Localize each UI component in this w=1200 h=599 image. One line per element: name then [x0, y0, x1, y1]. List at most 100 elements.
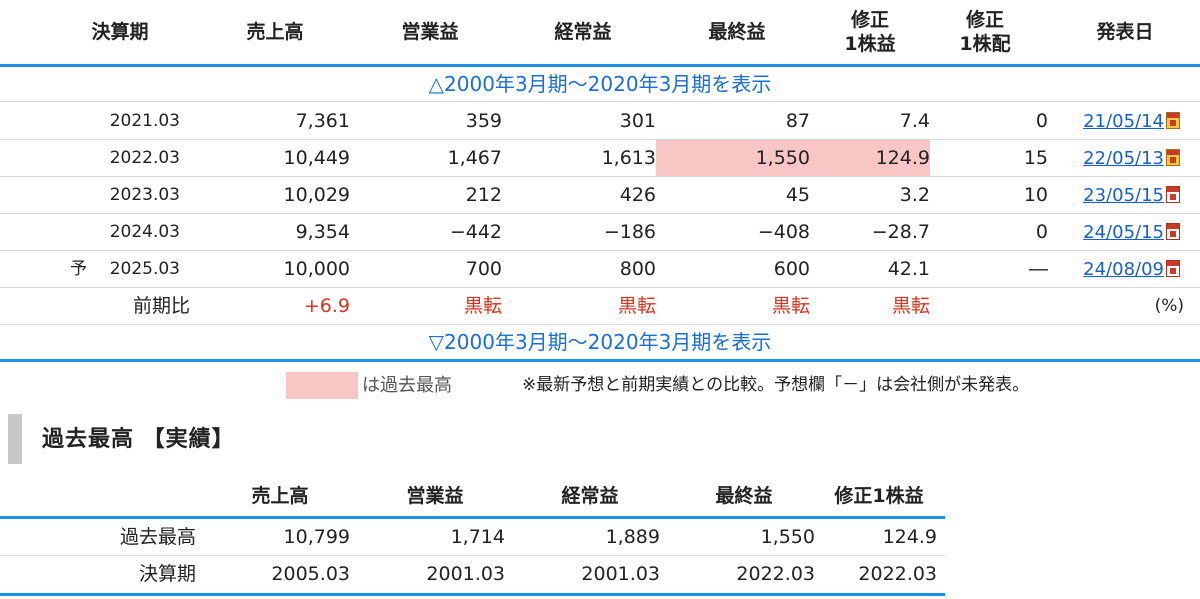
- operating-cell: 212: [465, 184, 502, 206]
- record-row-label: 決算期: [138, 563, 196, 585]
- sales-cell: 7,361: [295, 110, 350, 132]
- record-period-row: 決算期 2005.03 2001.03 2001.03 2022.03 2022…: [0, 556, 945, 592]
- percent-unit: (%): [1154, 296, 1184, 316]
- tdnet-yellow-doc-icon[interactable]: [1166, 112, 1180, 129]
- comparison-label: 前期比: [132, 295, 190, 317]
- date-cell: 24/05/15: [1066, 214, 1164, 250]
- record-row: 過去最高 10,799 1,714 1,889 1,550 124.9: [0, 519, 945, 556]
- record-header-net: 最終益: [715, 485, 773, 507]
- header-ordinary: 経常益: [554, 21, 612, 43]
- header-operating: 営業益: [401, 21, 459, 43]
- record-header-sales: 売上高: [251, 485, 309, 507]
- record-operating: 1,714: [450, 526, 505, 548]
- date-cell: 21/05/14: [1066, 103, 1164, 139]
- table-bottom-divider: [0, 359, 1200, 362]
- period-cell: 2024.03: [109, 222, 180, 242]
- header-divider: [0, 64, 1200, 67]
- header-date: 発表日: [1096, 21, 1154, 43]
- announcement-date-link[interactable]: 21/05/14: [1083, 111, 1164, 132]
- eps-cell: −28.7: [871, 221, 930, 243]
- pdf-doc-icon[interactable]: [1166, 260, 1180, 277]
- pdf-doc-icon[interactable]: [1166, 223, 1180, 240]
- period-cell: 2021.03: [109, 111, 180, 131]
- net-cell: −408: [757, 221, 810, 243]
- period-cell: 2023.03: [109, 185, 180, 205]
- ordinary-cell: 1,613: [601, 147, 656, 169]
- comparison-row: 前期比 +6.9 黒転 黒転 黒転 黒転 (%): [0, 288, 1200, 325]
- section-marker: [8, 414, 22, 464]
- table-row: 2023.03 10,029 212 426 45 3.2 10 23/05/1…: [0, 177, 1200, 214]
- show-older-periods-link-bottom[interactable]: ▽2000年3月期～2020年3月期を表示: [428, 330, 772, 354]
- date-cell: 23/05/15: [1066, 177, 1164, 213]
- date-cell: 24/08/09: [1066, 251, 1164, 287]
- operating-change: 黒転: [463, 295, 502, 317]
- net-cell: 87: [785, 110, 810, 132]
- ordinary-cell: −186: [603, 221, 656, 243]
- sales-cell: 10,000: [283, 258, 350, 280]
- pdf-doc-icon[interactable]: [1166, 186, 1180, 203]
- record-net-period: 2022.03: [736, 563, 815, 585]
- table-row: 2022.03 10,449 1,467 1,613 1,550 124.9 1…: [0, 140, 1200, 177]
- header-period: 決算期: [91, 21, 149, 43]
- date-cell: 22/05/13: [1066, 140, 1164, 176]
- header-net: 最終益: [708, 21, 766, 43]
- net-change: 黒転: [771, 295, 810, 317]
- period-cell: 2022.03: [109, 148, 180, 168]
- dividend-cell: 10: [1023, 184, 1048, 206]
- record-ordinary-period: 2001.03: [581, 563, 660, 585]
- period-cell: 2025.03: [109, 259, 180, 279]
- show-older-periods-link[interactable]: △2000年3月期～2020年3月期を表示: [0, 67, 1200, 102]
- eps-cell: 42.1: [887, 258, 930, 280]
- table-row-forecast: 予 2025.03 10,000 700 800 600 42.1 ― 24/0…: [0, 251, 1200, 288]
- eps-cell: 3.2: [899, 184, 930, 206]
- dividend-cell: 0: [1035, 110, 1048, 132]
- operating-cell: 1,467: [447, 147, 502, 169]
- operating-cell: 700: [465, 258, 502, 280]
- sales-change: +6.9: [303, 295, 350, 317]
- record-header-operating: 営業益: [406, 485, 464, 507]
- record-row-label: 過去最高: [119, 526, 196, 548]
- dividend-cell: 15: [1023, 147, 1048, 169]
- record-table-bottom-divider: [0, 593, 945, 596]
- forecast-prefix: 予: [70, 259, 87, 279]
- ordinary-cell: 426: [619, 184, 656, 206]
- tdnet-yellow-doc-icon[interactable]: [1166, 149, 1180, 166]
- sales-cell: 9,354: [295, 221, 350, 243]
- earnings-table-header: 決算期 売上高 営業益 経常益 最終益 修正 1株益 修正 1株配 発表日: [0, 0, 1200, 64]
- record-header-eps: 修正1株益: [834, 485, 924, 507]
- ordinary-change: 黒転: [617, 295, 656, 317]
- record-high-swatch: [286, 372, 358, 399]
- announcement-date-link[interactable]: 23/05/15: [1083, 185, 1164, 206]
- dividend-cell: ―: [1029, 258, 1048, 280]
- record-eps-period: 2022.03: [858, 563, 937, 585]
- ordinary-cell: 800: [619, 258, 656, 280]
- announcement-date-link[interactable]: 22/05/13: [1083, 148, 1164, 169]
- table-row: 2024.03 9,354 −442 −186 −408 −28.7 0 24/…: [0, 214, 1200, 251]
- header-eps: 修正 1株益: [844, 9, 896, 55]
- record-eps: 124.9: [882, 526, 937, 548]
- record-high-legend-label: は過去最高: [362, 375, 452, 396]
- record-header-divider: [0, 516, 945, 519]
- announcement-date-link[interactable]: 24/05/15: [1083, 222, 1164, 243]
- eps-change: 黒転: [891, 295, 930, 317]
- header-sales: 売上高: [246, 21, 304, 43]
- record-operating-period: 2001.03: [426, 563, 505, 585]
- record-ordinary: 1,889: [605, 526, 660, 548]
- dividend-cell: 0: [1035, 221, 1048, 243]
- legend-note: ※最新予想と前期実績との比較。予想欄「－」は会社側が未発表。: [522, 375, 1030, 395]
- eps-cell-record-high: 124.9: [810, 140, 930, 176]
- announcement-date-link[interactable]: 24/08/09: [1083, 259, 1164, 280]
- table-row: 2021.03 7,361 359 301 87 7.4 0 21/05/14: [0, 103, 1200, 140]
- net-cell: 600: [773, 258, 810, 280]
- sales-cell: 10,449: [283, 147, 350, 169]
- ordinary-cell: 301: [619, 110, 656, 132]
- net-cell: 45: [785, 184, 810, 206]
- record-header-ordinary: 経常益: [561, 485, 619, 507]
- record-net: 1,550: [760, 526, 815, 548]
- operating-cell: 359: [465, 110, 502, 132]
- net-cell-record-high: 1,550: [656, 140, 810, 176]
- sales-cell: 10,029: [283, 184, 350, 206]
- record-sales-period: 2005.03: [271, 563, 350, 585]
- record-sales: 10,799: [283, 526, 350, 548]
- record-section-title: 過去最高 【実績】: [42, 427, 235, 452]
